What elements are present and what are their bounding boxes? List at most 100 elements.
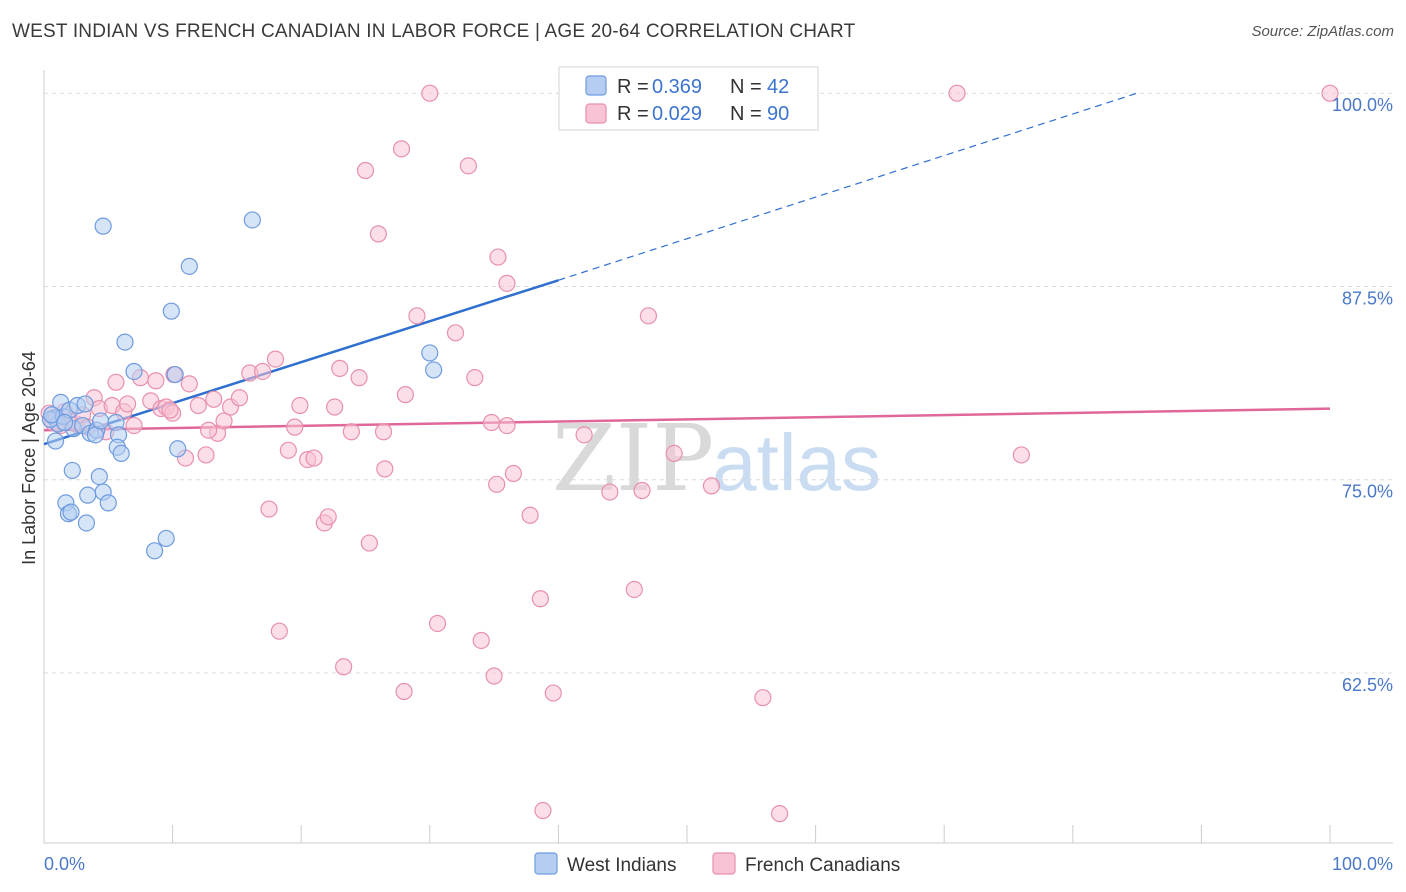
west-indians-point-27 <box>90 467 108 486</box>
french-canadians-point-75 <box>485 667 503 685</box>
west-indians-point-41 <box>55 413 74 432</box>
french-canadians-point-28 <box>205 390 223 408</box>
french-canadians-point-13 <box>107 373 125 391</box>
french-canadians-point-50 <box>376 460 394 478</box>
x-tick-label-min: 0.0% <box>44 854 85 874</box>
axes <box>43 70 1393 844</box>
west-indians-point-32 <box>169 440 187 458</box>
west-indians-point-29 <box>112 444 130 463</box>
west-indians-point-37 <box>243 211 261 229</box>
french-canadians-point-53 <box>395 682 413 701</box>
french-canadians-point-64 <box>488 475 506 493</box>
french-canadians-point-89 <box>396 386 414 404</box>
west-indians-point-30 <box>145 542 164 560</box>
french-canadians-point-79 <box>534 801 552 820</box>
french-canadians-point-32 <box>230 389 249 407</box>
west-indians-point-34 <box>162 302 180 320</box>
french-canadians-point-27 <box>197 446 215 464</box>
y-axis-label: In Labor Force | Age 20-64 <box>19 351 39 565</box>
french-canadians-point-72 <box>665 444 683 463</box>
french-canadians-point-35 <box>260 500 278 518</box>
west-indians-point-38 <box>421 344 439 362</box>
watermark: ZIP atlas <box>552 405 881 512</box>
french-canadians-point-44 <box>326 398 344 416</box>
french-canadians-point-66 <box>521 506 539 524</box>
french-canadians-point-71 <box>633 481 651 500</box>
west-indians-point-40 <box>43 406 61 424</box>
french-canadians-point-49 <box>374 423 393 441</box>
french-canadians-point-69 <box>601 483 619 501</box>
y-tick-label-0: 62.5% <box>1342 675 1393 695</box>
y-tick-labels: 62.5% 75.0% 87.5% 100.0% <box>1332 95 1393 695</box>
west-indians-point-17 <box>125 362 143 381</box>
french-canadians-point-52 <box>335 658 353 676</box>
bottom-legend-swatch-french-canadians <box>712 852 736 875</box>
bottom-legend: West Indians French Canadians <box>534 852 900 876</box>
french-canadians-point-68 <box>575 426 593 444</box>
legend-n-label-2: N = <box>730 103 762 125</box>
french-canadians-point-65 <box>504 464 522 483</box>
french-canadians-point-74 <box>472 631 490 650</box>
french-canadians-point-45 <box>331 359 349 377</box>
french-canadians-point-48 <box>360 534 378 552</box>
chart-title: WEST INDIAN VS FRENCH CANADIAN IN LABOR … <box>12 21 856 42</box>
bottom-legend-swatch-west-indians <box>534 852 558 875</box>
french-canadians-point-70 <box>625 580 643 599</box>
french-canadians-point-25 <box>180 375 198 393</box>
french-canadians-point-88 <box>200 421 218 439</box>
x-tick-label-max: 100.0% <box>1332 854 1393 874</box>
french-canadians-point-43 <box>319 508 337 526</box>
watermark-atlas: atlas <box>712 418 881 507</box>
french-canadians-point-73 <box>702 477 721 495</box>
french-canadians-trend-line <box>43 407 1331 432</box>
french-canadians-point-86 <box>1012 446 1030 464</box>
west-indians-point-26 <box>77 514 96 532</box>
legend-n-value-1: 42 <box>767 76 789 98</box>
french-canadians-point-58 <box>369 225 387 243</box>
french-canadians-point-37 <box>279 441 297 459</box>
west-indians-point-4 <box>46 432 65 450</box>
west-indians-point-31 <box>157 529 175 548</box>
french-canadians-point-61 <box>466 369 484 387</box>
legend-n-value-2: 90 <box>767 103 789 125</box>
west-indians-point-22 <box>62 503 80 521</box>
french-canadians-point-51 <box>270 622 288 640</box>
french-canadians-point-26 <box>189 396 207 415</box>
legend-swatch-west-indians <box>585 75 607 96</box>
west-indians-point-18 <box>116 333 134 351</box>
legend-r-label-1: R = <box>617 76 649 98</box>
french-canadians-point-56 <box>421 84 439 102</box>
french-canadians-point-87 <box>161 401 179 419</box>
source-label: Source: ZipAtlas.com <box>1251 23 1394 40</box>
y-tick-label-1: 75.0% <box>1342 482 1393 502</box>
legend-swatch-french-canadians <box>585 103 607 124</box>
legend-r-label-2: R = <box>617 103 649 125</box>
french-canadians-point-47 <box>350 369 368 387</box>
french-canadians-point-80 <box>770 805 789 823</box>
west-indians-point-19 <box>63 461 81 480</box>
west-indians-point-35 <box>180 257 198 275</box>
french-canadians-point-83 <box>498 274 516 292</box>
french-canadians-point-62 <box>482 413 501 432</box>
french-canadians-point-81 <box>639 307 658 325</box>
french-canadians-point-38 <box>286 418 304 436</box>
west-indians-point-36 <box>94 217 112 235</box>
bottom-legend-label-french-canadians: French Canadians <box>745 855 900 876</box>
french-canadians-point-63 <box>498 416 516 435</box>
french-canadians-point-54 <box>392 140 411 158</box>
west-indians-point-39 <box>425 361 443 379</box>
french-canadians-point-78 <box>754 689 772 707</box>
french-canadians-point-60 <box>446 324 465 342</box>
watermark-zip: ZIP <box>552 405 714 512</box>
french-canadians-point-19 <box>147 372 165 390</box>
y-tick-label-3: 100.0% <box>1332 95 1393 115</box>
french-canadians-point-39 <box>291 396 309 415</box>
french-canadians-point-77 <box>544 684 562 702</box>
french-canadians-point-16 <box>125 416 143 435</box>
y-tick-label-2: 87.5% <box>1342 288 1393 308</box>
stats-legend: R = 0.369 N = 42 R = 0.029 N = 90 <box>558 66 819 131</box>
west-indians-trend-extension <box>558 92 1138 281</box>
bottom-legend-label-west-indians: West Indians <box>567 855 676 876</box>
legend-r-value-1: 0.369 <box>652 76 702 98</box>
